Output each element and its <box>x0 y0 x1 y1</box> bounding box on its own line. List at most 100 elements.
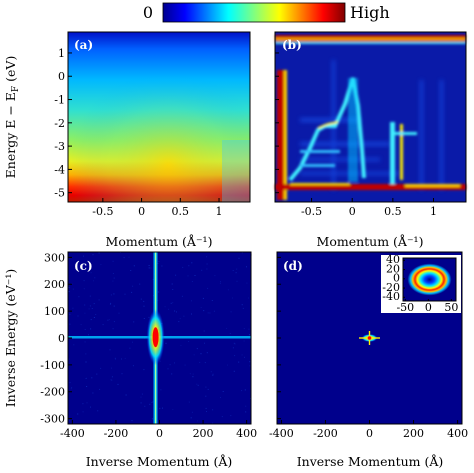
noise-speck <box>246 282 248 284</box>
noise-speck <box>109 349 111 351</box>
noise-speck <box>77 315 79 317</box>
panel-a-ticks: -0.5 0 0.5 1 1 0 -1 -2 -3 -4 -5 <box>54 47 222 218</box>
panel-c: -400 -200 0 200 400 300 200 100 0 -100 -200 -300 (c… <box>3 251 257 469</box>
noise-speck <box>238 361 240 363</box>
panel-c-label: (c) <box>74 259 93 273</box>
noise-speck <box>248 334 250 336</box>
ticks-a-xtick-label: 1 <box>216 205 223 218</box>
noise-speck <box>148 267 150 269</box>
noise-speck <box>159 360 161 362</box>
noise-speck <box>140 298 142 300</box>
ticks-a-ytick-label: -1 <box>54 93 65 106</box>
noise-speck <box>131 291 133 293</box>
noise-speck <box>152 278 154 280</box>
noise-speck <box>172 302 174 304</box>
colorbar-gradient <box>162 2 346 23</box>
ticks-c-xtick-label: -200 <box>104 427 129 440</box>
noise-speck <box>144 405 146 407</box>
noise-speck <box>204 362 206 364</box>
noise-speck <box>188 401 190 403</box>
ticks-a-ytick-label: -5 <box>54 187 65 200</box>
noise-speck <box>188 265 190 267</box>
ticks-b-xtick-label: 0.5 <box>384 205 402 218</box>
noise-speck <box>179 318 181 320</box>
noise-speck <box>132 365 134 367</box>
ticks-a-xtick-label: 0.5 <box>172 205 190 218</box>
noise-speck <box>233 342 235 344</box>
noise-speck <box>97 410 99 412</box>
colorbar-low-label: 0 <box>143 3 153 22</box>
ticks-c-xtick-label: 0 <box>156 427 163 440</box>
noise-speck <box>205 407 207 409</box>
noise-speck <box>209 312 211 314</box>
ticks-a-xtick-label: 0 <box>138 205 145 218</box>
noise-speck <box>124 357 126 359</box>
noise-speck <box>205 395 207 397</box>
noise-speck <box>211 300 213 301</box>
noise-speck <box>139 283 141 285</box>
noise-speck <box>191 281 193 282</box>
noise-speck <box>91 308 93 309</box>
noise-speck <box>68 291 70 293</box>
noise-speck <box>234 343 236 345</box>
noise-speck <box>88 308 90 310</box>
noise-speck <box>133 321 135 323</box>
noise-speck <box>143 300 145 302</box>
noise-speck <box>151 418 153 420</box>
panel-b-ticks: -0.5 0 0.5 1 <box>275 52 437 218</box>
noise-speck <box>243 340 245 342</box>
noise-speck <box>230 311 232 313</box>
noise-speck <box>143 318 145 319</box>
noise-speck <box>202 297 204 299</box>
noise-speck <box>83 288 85 290</box>
noise-speck <box>133 265 135 267</box>
panel-c-cross <box>68 252 251 424</box>
noise-speck <box>157 300 159 302</box>
noise-speck <box>207 287 209 289</box>
noise-speck <box>89 305 91 307</box>
noise-speck <box>207 388 209 390</box>
noise-speck <box>115 358 116 360</box>
noise-speck <box>221 416 223 418</box>
noise-speck <box>84 329 86 330</box>
noise-speck <box>131 420 133 422</box>
noise-speck <box>197 420 199 422</box>
noise-speck <box>245 411 247 413</box>
noise-speck <box>200 307 202 308</box>
noise-speck <box>143 369 145 371</box>
noise-speck <box>71 387 73 389</box>
panel-c-ticks: -400 -200 0 200 400 300 200 100 0 -100 -200 -300 <box>40 251 257 440</box>
noise-speck <box>102 324 104 326</box>
noise-speck <box>132 341 133 343</box>
ticks-c-xtick-label: 200 <box>193 427 214 440</box>
noise-speck <box>157 263 159 264</box>
panel-d-label: (d) <box>283 259 303 273</box>
noise-speck <box>213 310 215 312</box>
noise-speck <box>191 262 193 264</box>
ticks-inset-ytick-label: 0 <box>393 272 400 285</box>
noise-speck <box>174 362 175 364</box>
ticks-c-ytick-label: -300 <box>40 413 65 426</box>
noise-speck <box>124 293 126 295</box>
noise-speck <box>229 333 231 334</box>
colorbar: 0 High <box>143 2 390 23</box>
noise-speck <box>111 367 112 369</box>
noise-speck <box>222 391 224 392</box>
panel-c-ylabel: Inverse Energy (eV⁻¹) <box>3 269 18 408</box>
panel-d-center-spot <box>359 331 380 345</box>
noise-speck <box>233 370 235 372</box>
noise-speck <box>83 263 85 265</box>
noise-speck <box>113 277 115 279</box>
noise-speck <box>249 365 251 367</box>
panel-d: -400 -200 0 200 400 (d) Inverse Momentum (Å)… <box>269 251 468 469</box>
ticks-d-xtick-label: -400 <box>269 427 294 440</box>
noise-speck <box>77 413 79 415</box>
noise-speck <box>72 288 74 290</box>
noise-speck <box>132 285 134 287</box>
noise-speck <box>158 291 160 293</box>
noise-speck <box>171 283 173 285</box>
noise-speck <box>207 312 209 314</box>
ticks-inset-xtick-label: -50 <box>396 301 414 314</box>
